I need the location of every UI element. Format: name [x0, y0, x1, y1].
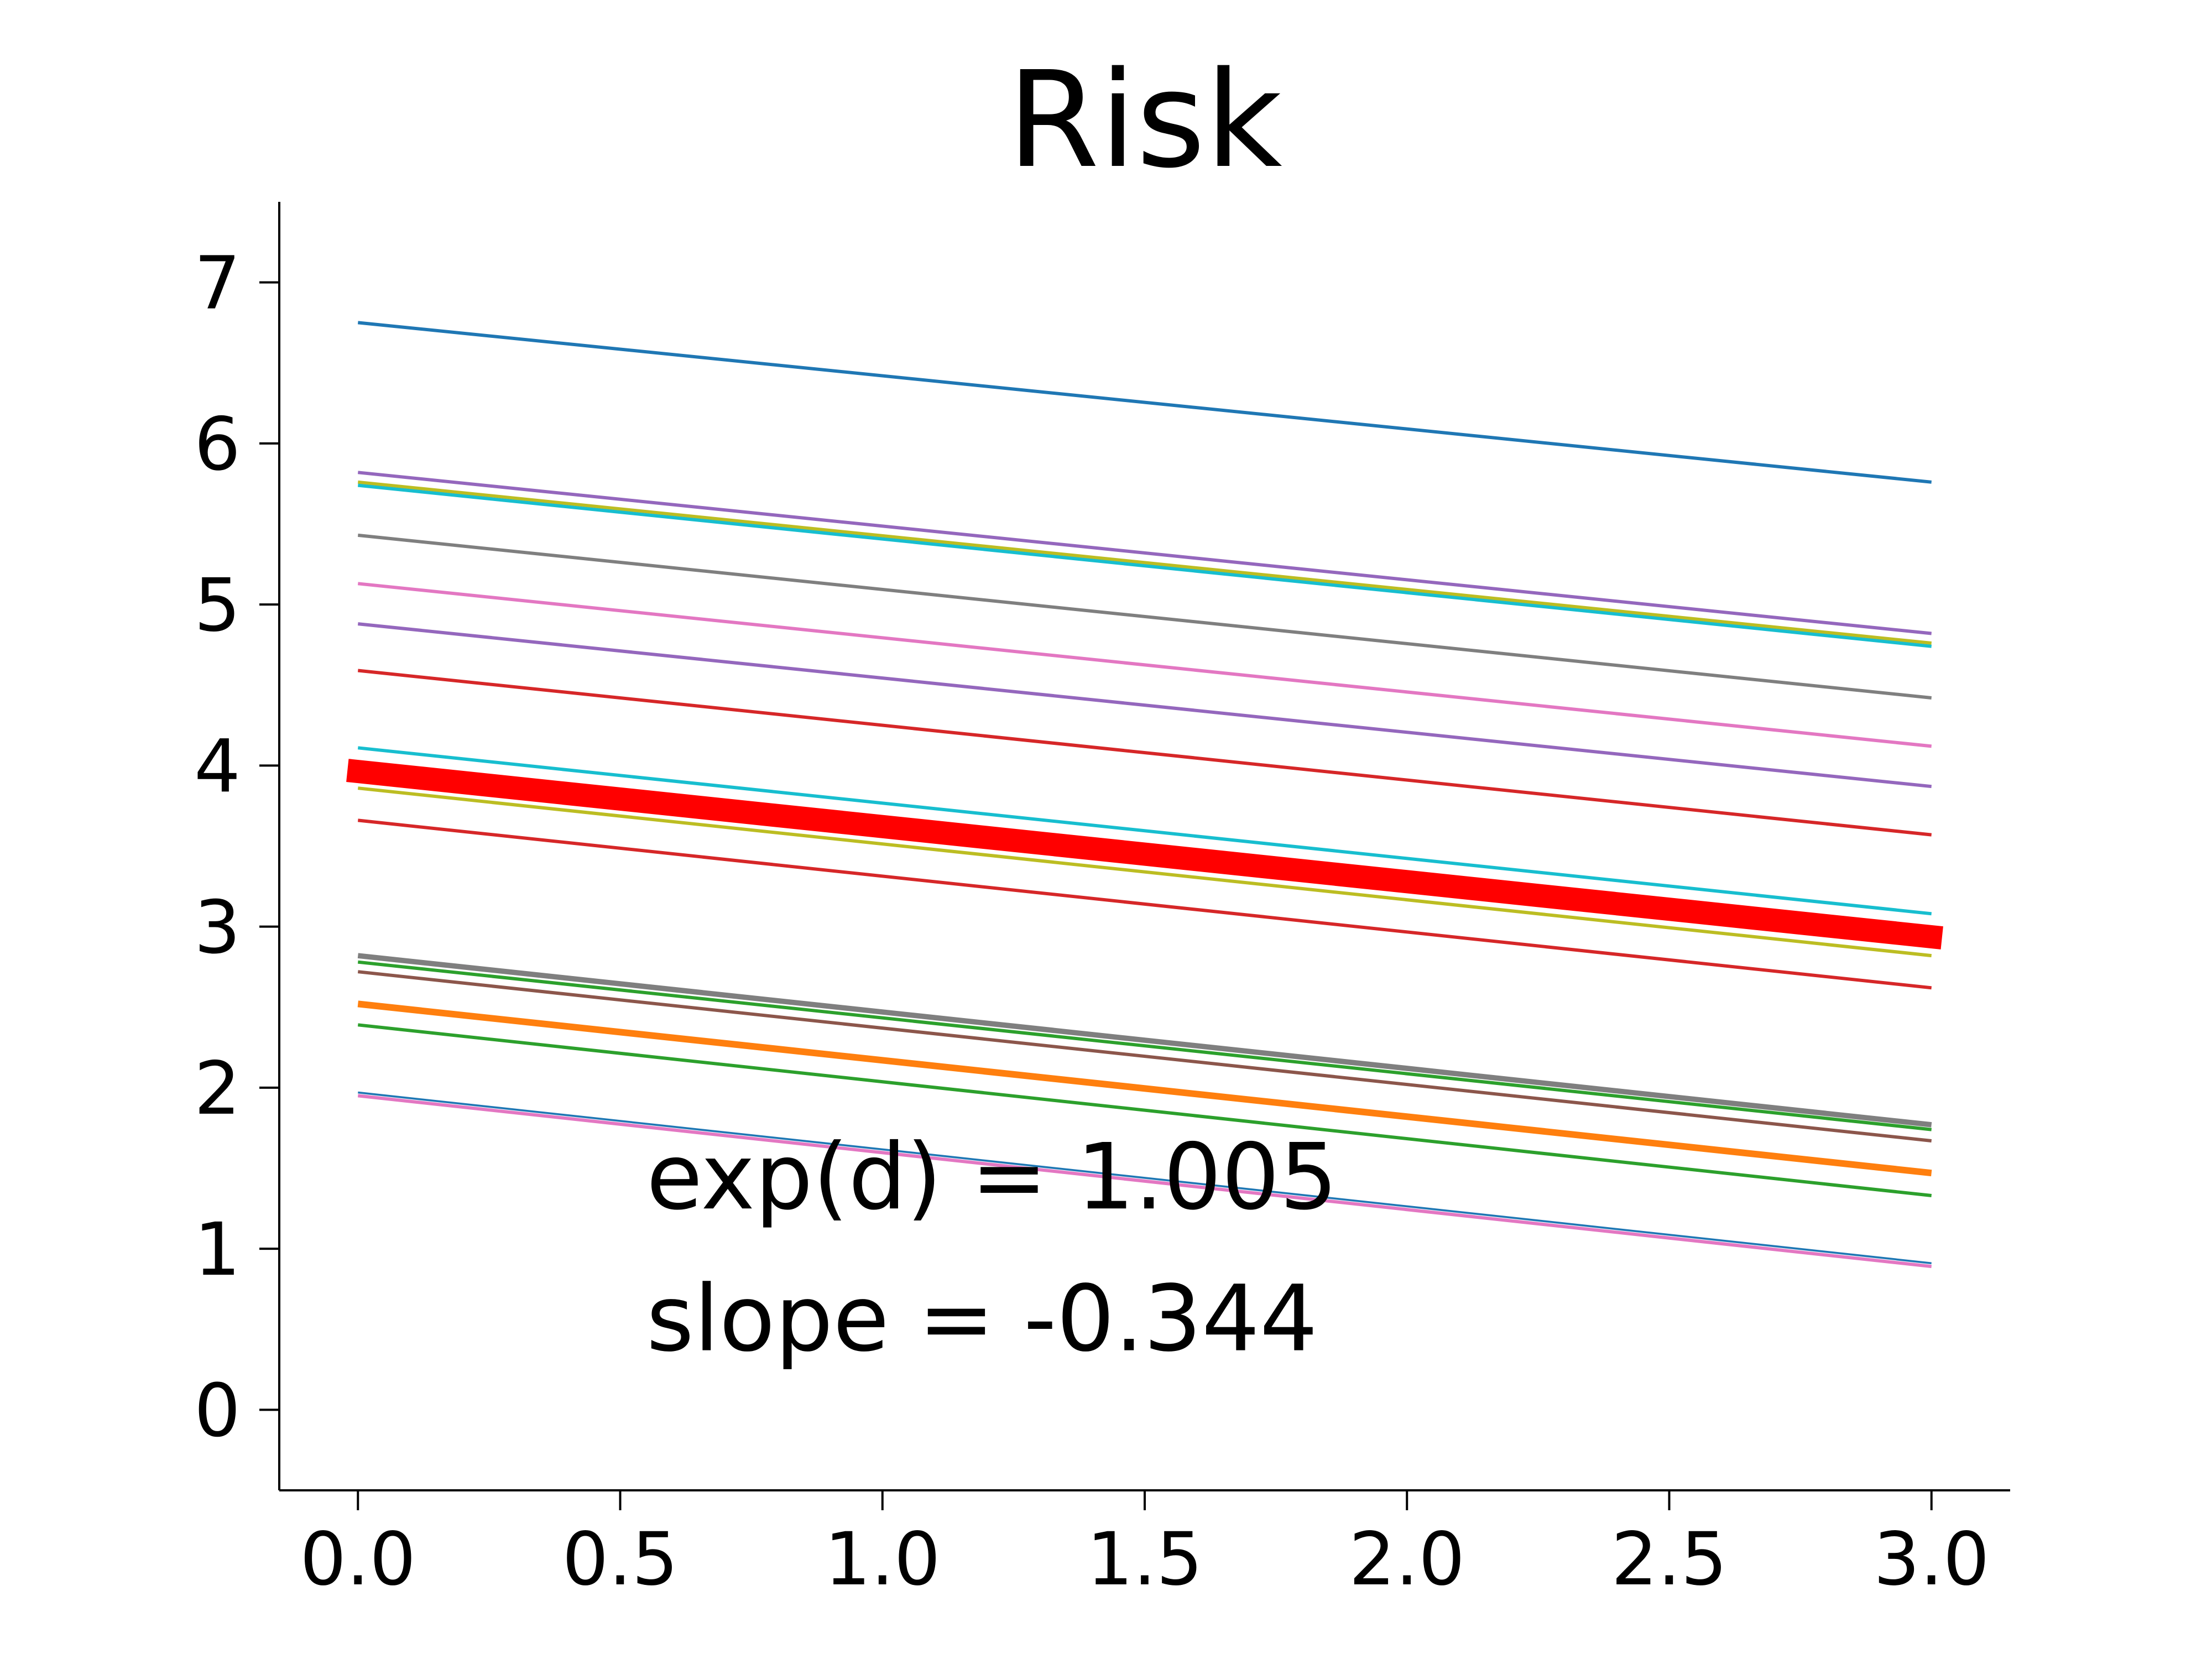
- x-tick-label: 0.0: [300, 1517, 416, 1602]
- y-tick-label: 6: [194, 402, 241, 487]
- y-tick-label: 5: [194, 563, 241, 648]
- series-layer: [346, 321, 1943, 1269]
- series-line-11: [357, 818, 1932, 990]
- series-line-4: [357, 483, 1932, 648]
- series-line-3: [357, 480, 1932, 645]
- series-line-5: [357, 533, 1932, 700]
- series-line-16: [357, 1023, 1932, 1197]
- annotation-2: slope = -0.344: [646, 1266, 1318, 1372]
- y-tick-label: 4: [194, 724, 241, 809]
- x-tick-label: 0.5: [562, 1517, 679, 1602]
- series-line-19: [346, 759, 1943, 950]
- series-line-10: [357, 786, 1932, 958]
- series-line-7: [357, 622, 1932, 789]
- series-line-8: [357, 669, 1932, 837]
- series-line-15: [357, 1000, 1932, 1177]
- y-tick-label: 1: [194, 1207, 241, 1292]
- annotation-layer: exp(d) = 1.005 slope = -0.344: [646, 1124, 1338, 1371]
- series-line-14: [357, 970, 1932, 1142]
- y-tick-label: 3: [194, 885, 241, 971]
- series-line-17: [358, 1091, 1932, 1265]
- y-tick-label: 7: [194, 241, 241, 326]
- x-tick-label: 2.0: [1349, 1517, 1465, 1602]
- y-tick-label: 0: [194, 1368, 241, 1453]
- series-line-18: [357, 1094, 1932, 1269]
- x-tick-label: 1.0: [825, 1517, 941, 1602]
- x-tick-label: 2.5: [1611, 1517, 1728, 1602]
- series-line-1: [357, 321, 1932, 484]
- series-line-12: [357, 953, 1932, 1128]
- series-line-9: [357, 746, 1932, 916]
- x-tick-label: 3.0: [1874, 1517, 1990, 1602]
- x-tick-label: 1.5: [1087, 1517, 1203, 1602]
- y-tick-label: 2: [194, 1046, 241, 1131]
- chart-title: Risk: [1007, 43, 1282, 197]
- annotation-1: exp(d) = 1.005: [646, 1124, 1338, 1230]
- axes-layer: 0.0 0.5 1.0 1.5 2.0 2.5 3.0 0 1 2 3 4 5 6 7: [194, 202, 2010, 1602]
- series-line-13: [357, 960, 1932, 1131]
- series-line-6: [357, 582, 1932, 748]
- series-line-2: [357, 471, 1932, 635]
